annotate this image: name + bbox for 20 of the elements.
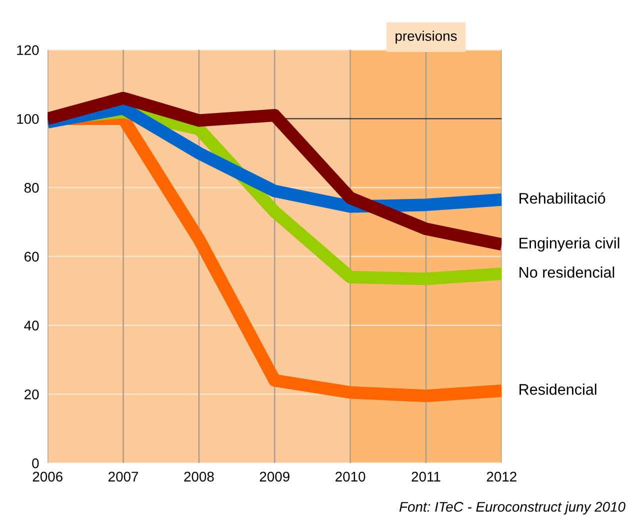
x-tick-label: 2008 [184,472,214,482]
x-tick-label: 2007 [108,472,138,482]
x-tick-label: 2006 [32,472,62,482]
series-label: Enginyeria civil [520,237,620,252]
x-tick-label: 2012 [486,472,516,482]
x-tick-label: 2010 [336,472,366,482]
y-tick-label: 120 [17,45,39,56]
y-tick-label: 40 [24,320,39,330]
series-label: No residencial [520,266,614,278]
text: Font: ITeC - Euroconstruct juny 2010 [399,502,626,514]
y-tick-label: 20 [24,390,39,400]
y-tick-label: 100 [17,114,39,124]
series-label: Rehabilitació [520,192,606,204]
x-tick-label: 2009 [260,472,290,482]
y-tick-label: 0 [32,458,39,468]
band-label: previsions [396,30,457,44]
y-tick-label: 80 [24,182,39,193]
series-label: Residencial [520,384,596,395]
y-tick-label: 60 [24,252,39,262]
x-tick-label: 2011 [412,472,440,482]
